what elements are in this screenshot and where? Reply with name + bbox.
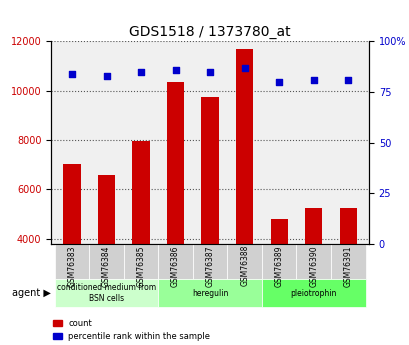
Bar — [270, 219, 287, 338]
FancyBboxPatch shape — [261, 279, 365, 307]
Text: GSM76384: GSM76384 — [102, 245, 111, 287]
Bar — [304, 208, 321, 338]
Bar — [236, 49, 253, 338]
FancyBboxPatch shape — [192, 244, 227, 279]
FancyBboxPatch shape — [54, 244, 89, 279]
Point — [137, 69, 144, 75]
Point — [310, 77, 316, 82]
FancyBboxPatch shape — [330, 244, 365, 279]
Bar — [132, 141, 149, 338]
Point — [275, 79, 282, 85]
FancyBboxPatch shape — [261, 244, 296, 279]
Text: GSM76388: GSM76388 — [240, 245, 249, 286]
Text: GSM76385: GSM76385 — [136, 245, 145, 287]
Bar — [63, 164, 81, 338]
FancyBboxPatch shape — [158, 244, 192, 279]
Point — [172, 67, 178, 72]
Text: GSM76391: GSM76391 — [343, 245, 352, 287]
Title: GDS1518 / 1373780_at: GDS1518 / 1373780_at — [129, 25, 290, 39]
FancyBboxPatch shape — [124, 244, 158, 279]
Text: GSM76390: GSM76390 — [308, 245, 317, 287]
FancyBboxPatch shape — [54, 279, 158, 307]
Text: pleiotrophin: pleiotrophin — [290, 289, 336, 298]
Text: conditioned medium from
BSN cells: conditioned medium from BSN cells — [57, 284, 156, 303]
FancyBboxPatch shape — [158, 279, 261, 307]
Bar — [339, 208, 356, 338]
Text: GSM76383: GSM76383 — [67, 245, 76, 287]
FancyBboxPatch shape — [227, 244, 261, 279]
Bar — [98, 175, 115, 338]
Point — [344, 77, 351, 82]
FancyBboxPatch shape — [296, 244, 330, 279]
Point — [103, 73, 110, 79]
Text: GSM76389: GSM76389 — [274, 245, 283, 287]
Text: GSM76386: GSM76386 — [171, 245, 180, 287]
Text: heregulin: heregulin — [191, 289, 228, 298]
Point — [207, 69, 213, 75]
Point — [69, 71, 75, 77]
Bar — [166, 82, 184, 338]
Text: GSM76387: GSM76387 — [205, 245, 214, 287]
Legend: count, percentile rank within the sample: count, percentile rank within the sample — [53, 319, 210, 341]
Bar — [201, 97, 218, 338]
Text: agent ▶: agent ▶ — [12, 288, 51, 298]
FancyBboxPatch shape — [89, 244, 124, 279]
Point — [241, 65, 247, 70]
